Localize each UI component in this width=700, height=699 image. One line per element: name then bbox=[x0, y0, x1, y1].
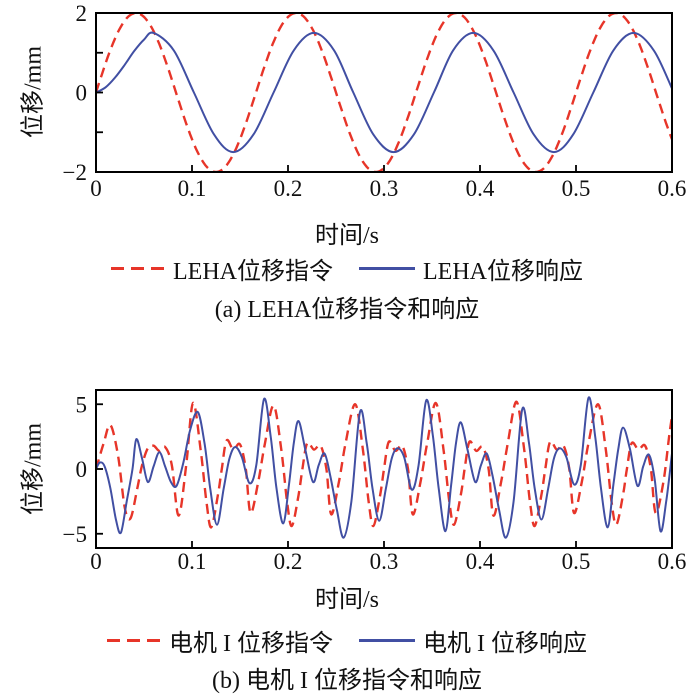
chart-a-xlabel: 时间/s bbox=[314, 223, 379, 249]
legend-a-response-line-sample bbox=[359, 266, 415, 270]
x-tick-label: 0 bbox=[90, 176, 102, 201]
y-tick-label: −2 bbox=[63, 160, 87, 185]
x-tick-label: 0.6 bbox=[658, 176, 687, 201]
legend-b-command-line-sample bbox=[107, 638, 161, 642]
chart-a-response-curve bbox=[95, 31, 673, 154]
chart-b-ylabel: 位移/mm bbox=[20, 422, 47, 516]
chart-a-caption: (a) LEHA位移指令和响应 bbox=[214, 297, 480, 323]
legend-b-response-label: 电机 I 位移响应 bbox=[423, 630, 587, 657]
x-tick-label: 0.3 bbox=[370, 549, 399, 574]
y-tick-label: −5 bbox=[63, 522, 87, 547]
x-tick-label: 0.2 bbox=[274, 549, 303, 574]
x-tick-label: 0.3 bbox=[370, 176, 399, 201]
chart-b-response-curve bbox=[95, 396, 673, 539]
x-tick-label: 0.2 bbox=[274, 176, 303, 201]
y-tick-label: 5 bbox=[76, 392, 88, 417]
chart-a-legend: LEHA位移指令 LEHA位移响应 bbox=[0, 252, 694, 285]
chart-b-plot-area: 0 0.1 0.2 0.3 0.4 0.5 0.6−505 bbox=[63, 389, 687, 574]
legend-a-command-label: LEHA位移指令 bbox=[173, 258, 333, 285]
x-tick-label: 0.5 bbox=[562, 549, 591, 574]
chart-a-command-curve bbox=[95, 12, 673, 173]
chart-a-ylabel: 位移/mm bbox=[20, 45, 47, 139]
x-tick-label: 0.5 bbox=[562, 176, 591, 201]
y-tick-label: 0 bbox=[76, 81, 88, 106]
legend-b-command-label: 电机 I 位移指令 bbox=[169, 630, 333, 657]
x-tick-label: 0 bbox=[90, 549, 102, 574]
legend-a-command-line-sample bbox=[111, 266, 166, 270]
chart-b-legend: 电机 I 位移指令 电机 I 位移响应 bbox=[0, 624, 694, 657]
y-tick-label: 2 bbox=[76, 1, 88, 26]
chart-b-caption: (b) 电机 I 位移指令和响应 bbox=[212, 668, 482, 694]
x-tick-label: 0.6 bbox=[658, 549, 687, 574]
chart-b-xlabel: 时间/s bbox=[314, 587, 379, 613]
legend-a-response-label: LEHA位移响应 bbox=[423, 258, 583, 285]
legend-b-response-line-sample bbox=[359, 638, 415, 642]
chart-a-plot-area: 0 0.1 0.2 0.3 0.4 0.5 0.6−202 bbox=[63, 1, 687, 201]
y-tick-label: 0 bbox=[76, 457, 88, 482]
x-tick-label: 0.4 bbox=[466, 549, 495, 574]
x-tick-label: 0.1 bbox=[178, 549, 207, 574]
x-tick-label: 0.4 bbox=[466, 176, 495, 201]
x-tick-label: 0.1 bbox=[178, 176, 207, 201]
